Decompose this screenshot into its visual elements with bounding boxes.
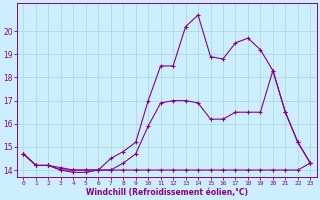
X-axis label: Windchill (Refroidissement éolien,°C): Windchill (Refroidissement éolien,°C): [86, 188, 248, 197]
